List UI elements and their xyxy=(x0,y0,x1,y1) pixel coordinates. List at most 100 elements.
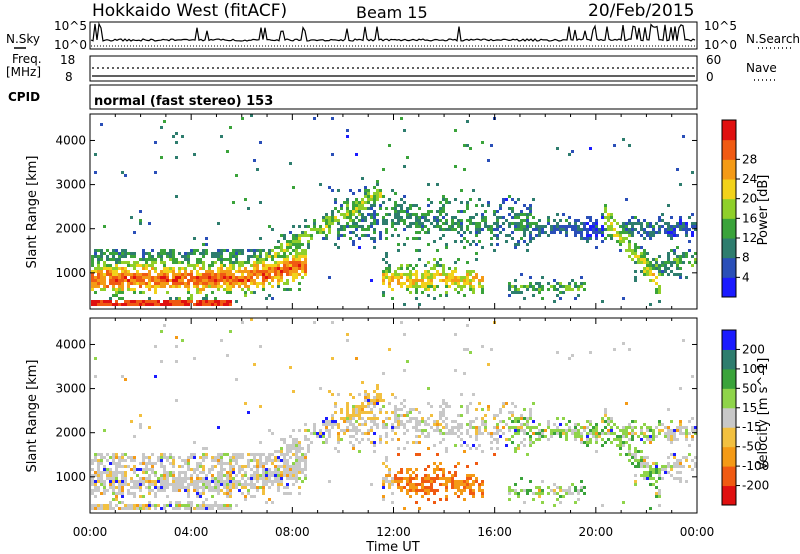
power-cell xyxy=(277,267,280,270)
power-cell xyxy=(397,210,400,213)
power-cell xyxy=(223,300,226,303)
velocity-cell xyxy=(196,486,199,489)
power-cell xyxy=(646,261,649,264)
power-cell xyxy=(619,240,622,243)
velocity-cell xyxy=(685,429,688,432)
velocity-cell xyxy=(415,489,418,492)
power-cell xyxy=(124,270,127,273)
y-tick-label: 3000 xyxy=(55,382,86,396)
velocity-cell xyxy=(328,390,331,393)
velocity-cell xyxy=(172,480,175,483)
velocity-cell xyxy=(304,438,307,441)
velocity-cell xyxy=(382,480,385,483)
power-cell xyxy=(115,252,118,255)
velocity-cell xyxy=(196,483,199,486)
velocity-cell xyxy=(655,465,658,468)
power-cell xyxy=(214,282,217,285)
velocity-cell xyxy=(592,432,595,435)
power-cell xyxy=(394,201,397,204)
velocity-cell xyxy=(175,507,178,510)
velocity-cell xyxy=(514,417,517,420)
power-cell xyxy=(145,285,148,288)
power-cell xyxy=(667,222,670,225)
velocity-cell xyxy=(535,432,538,435)
power-cell xyxy=(565,288,568,291)
power-cell xyxy=(202,300,205,303)
power-cell xyxy=(292,276,295,279)
velocity-cell xyxy=(442,414,445,417)
power-cell xyxy=(133,273,136,276)
velocity-cell xyxy=(97,465,100,468)
velocity-cell xyxy=(583,486,586,489)
velocity-cell xyxy=(340,417,343,420)
velocity-cell xyxy=(205,507,208,510)
power-cell xyxy=(364,207,367,210)
power-cell xyxy=(142,300,145,303)
velocity-cell xyxy=(472,492,475,495)
power-cell xyxy=(187,303,190,306)
power-cell xyxy=(280,261,283,264)
power-cell xyxy=(262,276,265,279)
power-cell xyxy=(163,282,166,285)
power-cell xyxy=(100,282,103,285)
velocity-cell xyxy=(343,432,346,435)
velocity-cell xyxy=(502,402,505,405)
power-cell xyxy=(436,273,439,276)
velocity-cell xyxy=(169,471,172,474)
velocity-cell xyxy=(424,489,427,492)
power-cell xyxy=(580,237,583,240)
power-cell xyxy=(340,204,343,207)
power-cell xyxy=(163,273,166,276)
velocity-cell xyxy=(622,441,625,444)
velocity-cell xyxy=(217,474,220,477)
velocity-cell xyxy=(472,483,475,486)
power-cell xyxy=(241,273,244,276)
velocity-cell xyxy=(514,426,517,429)
velocity-cell xyxy=(292,447,295,450)
velocity-cell xyxy=(403,477,406,480)
power-cell xyxy=(436,183,439,186)
power-cell xyxy=(109,270,112,273)
power-cell xyxy=(421,285,424,288)
velocity-cell xyxy=(607,420,610,423)
power-cell xyxy=(235,252,238,255)
velocity-cell xyxy=(235,462,238,465)
power-cell xyxy=(529,276,532,279)
power-cell xyxy=(184,267,187,270)
power-cell xyxy=(352,231,355,234)
velocity-cell xyxy=(331,423,334,426)
power-cell xyxy=(415,297,418,300)
power-cell xyxy=(688,240,691,243)
power-cell xyxy=(190,294,193,297)
power-cell xyxy=(400,276,403,279)
power-cell xyxy=(112,294,115,297)
velocity-cell xyxy=(337,426,340,429)
power-cell xyxy=(277,270,280,273)
velocity-cell xyxy=(142,468,145,471)
power-cell xyxy=(568,282,571,285)
power-cell xyxy=(127,270,130,273)
power-cell xyxy=(484,222,487,225)
velocity-cell xyxy=(655,468,658,471)
power-cell xyxy=(409,291,412,294)
velocity-cell xyxy=(358,411,361,414)
power-cell xyxy=(274,255,277,258)
velocity-cell xyxy=(574,489,577,492)
velocity-cell xyxy=(361,402,364,405)
velocity-cell xyxy=(232,453,235,456)
velocity-cell xyxy=(619,429,622,432)
power-cell xyxy=(361,213,364,216)
power-cell xyxy=(532,216,535,219)
power-cell xyxy=(118,279,121,282)
velocity-cell xyxy=(442,399,445,402)
velocity-cell xyxy=(241,483,244,486)
power-cell xyxy=(178,303,181,306)
power-cell xyxy=(490,243,493,246)
power-cell xyxy=(415,270,418,273)
velocity-cell xyxy=(595,441,598,444)
velocity-cell xyxy=(247,492,250,495)
velocity-cell xyxy=(115,456,118,459)
velocity-cell xyxy=(298,441,301,444)
velocity-cell xyxy=(388,417,391,420)
velocity-cell xyxy=(403,486,406,489)
